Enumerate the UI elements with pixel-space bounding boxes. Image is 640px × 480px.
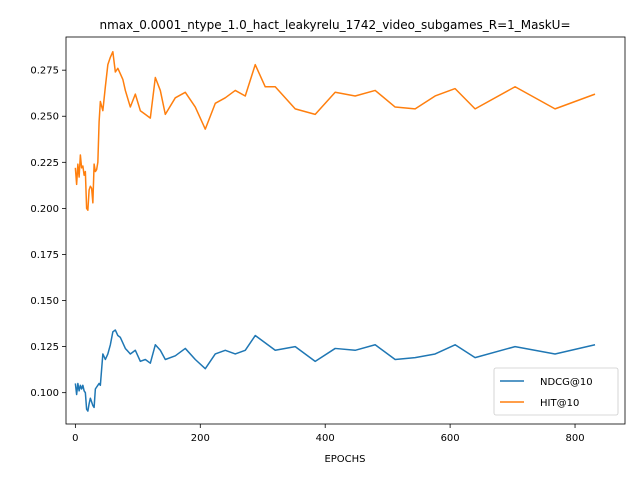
plot-area [66,37,625,424]
x-axis-label: EPOCHS [324,454,365,465]
y-tick-label: 0.200 [30,204,59,215]
legend-box [493,367,619,416]
x-tick-label: 800 [565,433,584,444]
x-tick-label: 200 [191,433,210,444]
chart-title: nmax_0.0001_ntype_1.0_hact_leakyrelu_174… [99,18,570,32]
series-line-hit-10 [74,50,596,211]
y-tick-label: 0.275 [30,66,59,77]
y-tick-label: 0.225 [30,158,59,169]
y-tick-label: 0.150 [30,296,59,307]
series-line-ndcg-10 [74,329,596,412]
x-axis-ticks: 0 200 400 600 800 [72,424,585,444]
legend: NDCG@10 HIT@10 [493,367,619,416]
series-layer [74,50,596,412]
x-tick-label: 0 [72,433,78,444]
plot-frame [65,36,626,425]
x-tick-label: 400 [316,433,335,444]
legend-label-hit: HIT@10 [540,398,579,409]
y-tick-label: 0.125 [30,342,59,353]
y-tick-label: 0.175 [30,250,59,261]
y-tick-label: 0.100 [30,388,59,399]
x-tick-label: 600 [441,433,460,444]
legend-label-ndcg: NDCG@10 [540,377,593,388]
y-tick-label: 0.250 [30,112,59,123]
y-axis-ticks: 0.100 0.125 0.150 0.175 0.200 0.225 0.250 0.275 [30,66,66,399]
